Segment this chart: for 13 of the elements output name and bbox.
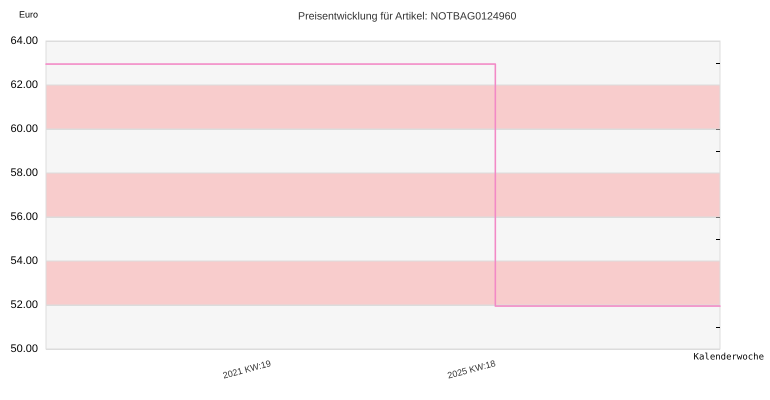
y-tick-label: 52.00: [10, 299, 38, 311]
y-tick-label: 58.00: [10, 167, 38, 179]
y-tick-label: 50.00: [10, 343, 38, 355]
x-tick-label: 2021 KW:19: [222, 358, 272, 381]
y-tick-label: 62.00: [10, 79, 38, 91]
x-axis-title: Kalenderwoche: [694, 352, 764, 362]
y-tick-label: 60.00: [10, 123, 38, 135]
y-tick-label: 54.00: [10, 255, 38, 267]
x-tick-label: 2025 KW:18: [446, 358, 497, 381]
y-axis-title: Euro: [18, 10, 38, 20]
y-tick-label: 64.00: [10, 35, 38, 47]
y-tick-label: 56.00: [10, 211, 38, 223]
chart-title: Preisentwicklung für Artikel: NOTBAG0124960: [298, 10, 517, 22]
